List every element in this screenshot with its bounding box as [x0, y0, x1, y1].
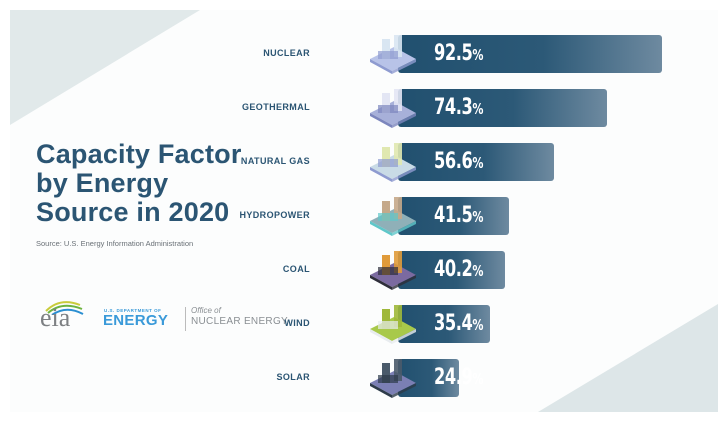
geothermal-plant-icon	[370, 89, 416, 128]
bar-solar	[398, 359, 459, 397]
office-of-label: Office of	[191, 306, 221, 315]
value-unit: %	[472, 100, 484, 118]
value-number: 35.4	[434, 311, 473, 336]
value-number: 56.6	[434, 149, 473, 174]
bar-chart: NUCLEAR 92.5% GEOTHERMAL 74.3% NATURAL GAS 56…	[10, 10, 718, 412]
coal-mine-icon	[370, 251, 416, 290]
value-unit: %	[472, 316, 484, 334]
eia-swoosh-icon	[45, 301, 84, 315]
value-label: 74.3%	[434, 95, 484, 120]
bar-nuclear	[398, 35, 662, 73]
title-line: by Energy	[36, 168, 169, 198]
value-unit: %	[472, 208, 484, 226]
doe-wordmark: ENERGY	[103, 312, 169, 329]
value-unit: %	[472, 262, 484, 280]
value-label: 92.5%	[434, 41, 484, 66]
wind-turbines-icon	[370, 305, 416, 344]
title-line: Capacity Factor	[36, 139, 242, 169]
value-unit: %	[472, 370, 484, 388]
category-label: NATURAL GAS	[240, 156, 310, 166]
doe-subtitle: U.S. DEPARTMENT OF	[104, 308, 162, 313]
bar-hydropower	[398, 197, 509, 235]
bar-coal	[398, 251, 505, 289]
value-label: 56.6%	[434, 149, 484, 174]
value-label: 40.2%	[434, 257, 484, 282]
value-unit: %	[472, 46, 484, 64]
nuclear-plant-icon	[370, 35, 416, 74]
decorative-triangle-top-left	[10, 10, 200, 125]
bar-wind	[398, 305, 491, 343]
eia-logo: eia	[40, 295, 84, 332]
value-unit: %	[472, 154, 484, 172]
bar-geothermal	[398, 89, 607, 127]
category-label: COAL	[282, 264, 310, 274]
solar-panels-icon	[370, 359, 416, 398]
value-number: 40.2	[434, 257, 473, 282]
value-label: 24.9%	[434, 365, 484, 390]
title-line: Source in 2020	[36, 197, 230, 227]
decorative-triangle-bottom-right	[538, 304, 718, 412]
hydropower-dam-icon	[370, 197, 416, 236]
bar-natural-gas	[398, 143, 554, 181]
category-label: SOLAR	[276, 372, 310, 382]
nuclear-energy-label: NUCLEAR ENERGY	[191, 316, 288, 327]
eia-wordmark: eia	[40, 303, 71, 332]
value-number: 41.5	[434, 203, 473, 228]
category-label: GEOTHERMAL	[242, 102, 310, 112]
logo-divider	[185, 307, 186, 331]
value-label: 41.5%	[434, 203, 484, 228]
chart-title: Capacity Factor by Energy Source in 2020	[36, 140, 242, 227]
value-number: 74.3	[434, 95, 473, 120]
value-number: 24.9	[434, 365, 473, 390]
value-label: 35.4%	[434, 311, 484, 336]
source-note: Source: U.S. Energy Information Administ…	[36, 239, 194, 248]
category-label: NUCLEAR	[263, 48, 310, 58]
infographic-canvas: Capacity Factor by Energy Source in 2020…	[10, 10, 718, 412]
category-label: WIND	[284, 318, 310, 328]
value-number: 92.5	[434, 41, 473, 66]
category-label: HYDROPOWER	[239, 210, 310, 220]
natural-gas-plant-icon	[370, 143, 416, 182]
